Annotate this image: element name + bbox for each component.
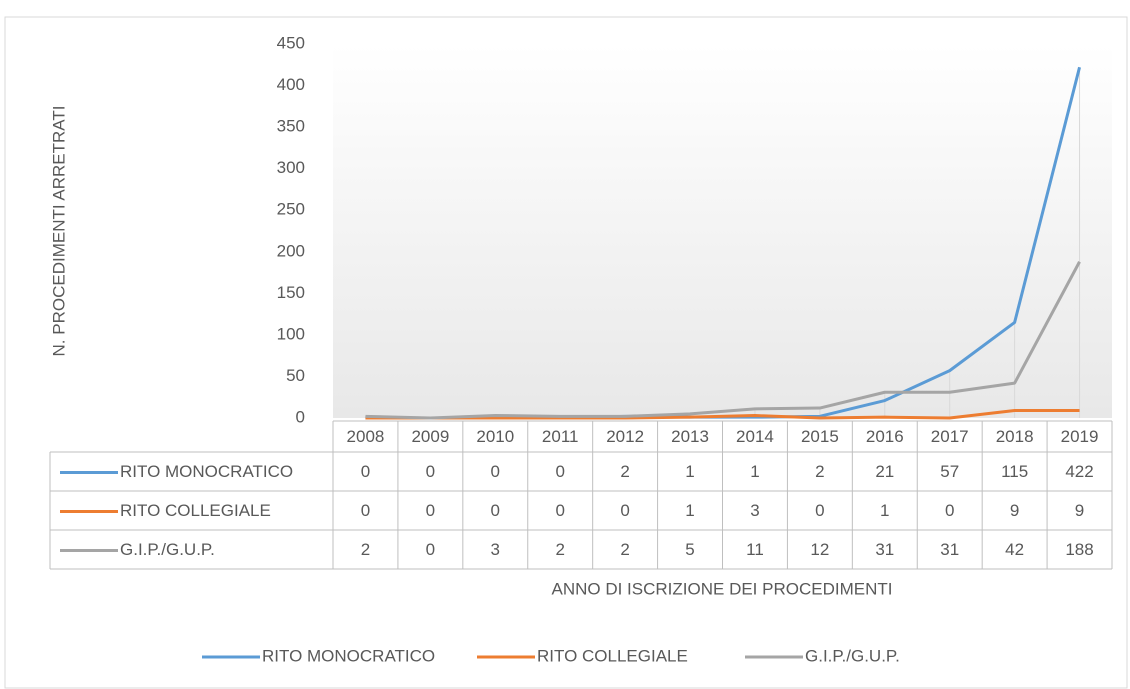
table-cell: 188: [1065, 540, 1093, 559]
table-cell: 5: [685, 540, 694, 559]
table-cell: 1: [880, 501, 889, 520]
y-tick-label: 100: [277, 324, 305, 343]
plot-area: [333, 44, 1112, 418]
table-cell: 115: [1001, 462, 1028, 481]
x-tick-label: 2008: [347, 427, 385, 446]
y-tick-label: 300: [277, 158, 305, 177]
y-tick-label: 200: [277, 241, 305, 260]
table-series-name: RITO COLLEGIALE: [120, 501, 271, 520]
table-cell: 3: [750, 501, 759, 520]
series-line: [365, 409, 1080, 420]
table-series-name: G.I.P./G.U.P.: [120, 540, 215, 559]
y-tick-label: 0: [296, 407, 305, 426]
table-cell: 2: [620, 462, 629, 481]
table-cell: 1: [685, 501, 694, 520]
series-line: [365, 261, 1081, 420]
x-tick-label: 2013: [671, 427, 709, 446]
table-cell: 3: [491, 540, 500, 559]
y-tick-label: 50: [286, 366, 305, 385]
table-cell: 31: [875, 540, 894, 559]
table-cell: 2: [361, 540, 370, 559]
table-cell: 0: [426, 462, 435, 481]
table-cell: 0: [555, 501, 564, 520]
y-tick-label: 350: [277, 117, 305, 136]
table-cell: 0: [361, 462, 370, 481]
x-tick-label: 2014: [736, 427, 774, 446]
table-cell: 0: [815, 501, 824, 520]
table-cell: 11: [746, 540, 764, 559]
table-cell: 422: [1065, 462, 1093, 481]
table-cell: 2: [555, 540, 564, 559]
table-series-name: RITO MONOCRATICO: [120, 462, 293, 481]
table-cell: 2: [620, 540, 629, 559]
table-cell: 21: [875, 462, 894, 481]
x-tick-label: 2012: [606, 427, 644, 446]
table-cell: 0: [620, 501, 629, 520]
y-tick-label: 400: [277, 75, 305, 94]
table-cell: 1: [750, 462, 759, 481]
y-tick-label: 250: [277, 200, 305, 219]
x-tick-label: 2017: [931, 427, 969, 446]
y-tick-label: 450: [277, 33, 305, 52]
table-cell: 0: [361, 501, 370, 520]
table-cell: 9: [1010, 501, 1019, 520]
y-axis-title: N. PROCEDIMENTI ARRETRATI: [49, 106, 68, 357]
table-cell: 12: [810, 540, 829, 559]
legend-label: G.I.P./G.U.P.: [805, 646, 900, 665]
x-axis-title: ANNO DI ISCRIZIONE DEI PROCEDIMENTI: [552, 579, 893, 598]
table-cell: 0: [555, 462, 564, 481]
x-tick-label: 2011: [542, 427, 579, 446]
table-cell: 42: [1005, 540, 1024, 559]
y-tick-label: 150: [277, 283, 305, 302]
table-cell: 9: [1075, 501, 1084, 520]
x-tick-label: 2010: [476, 427, 514, 446]
x-tick-label: 2009: [411, 427, 449, 446]
x-tick-label: 2016: [866, 427, 904, 446]
legend-label: RITO COLLEGIALE: [537, 646, 688, 665]
table-cell: 1: [685, 462, 694, 481]
table-cell: 0: [426, 501, 435, 520]
x-tick-label: 2018: [996, 427, 1034, 446]
x-tick-label: 2015: [801, 427, 839, 446]
x-tick-label: 2019: [1061, 427, 1099, 446]
table-cell: 0: [491, 501, 500, 520]
table-cell: 0: [945, 501, 954, 520]
legend-label: RITO MONOCRATICO: [262, 646, 435, 665]
table-cell: 57: [940, 462, 959, 481]
table-cell: 2: [815, 462, 824, 481]
table-cell: 0: [491, 462, 500, 481]
table-cell: 31: [940, 540, 959, 559]
table-cell: 0: [426, 540, 435, 559]
